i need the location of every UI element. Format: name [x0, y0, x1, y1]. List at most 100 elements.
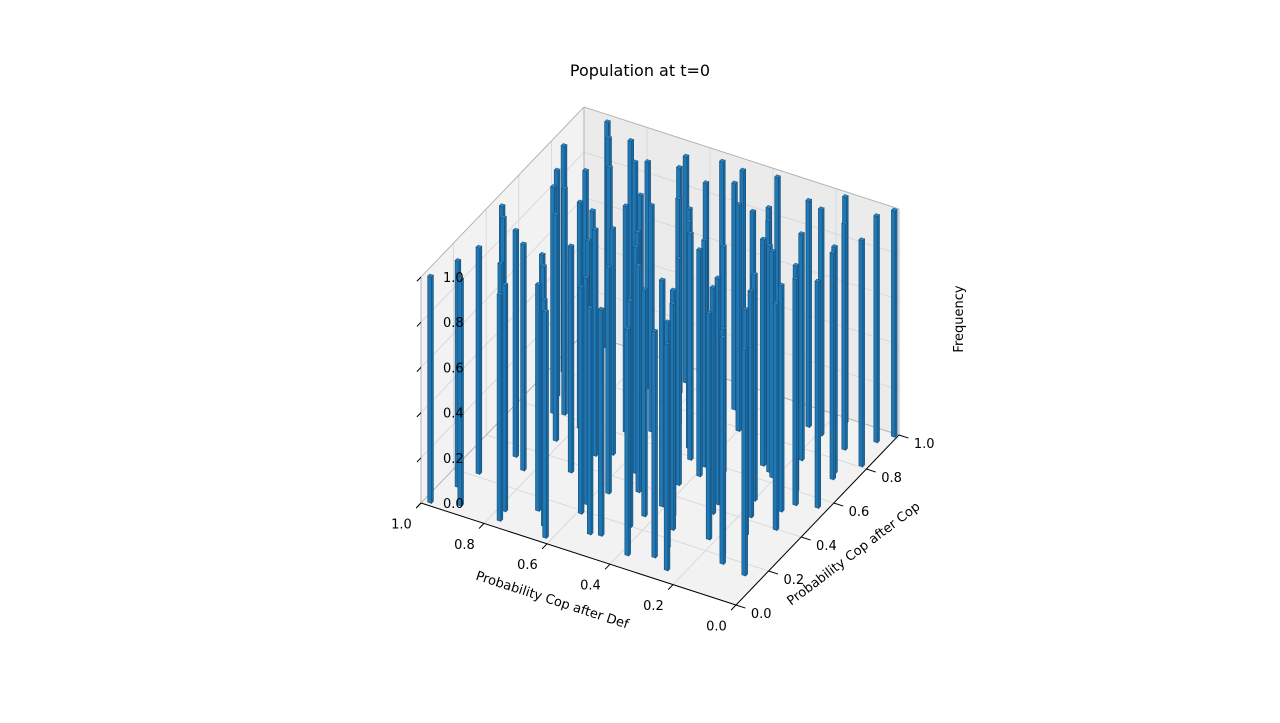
x-tick-1 [667, 584, 674, 591]
bar-face-top [577, 284, 585, 289]
bar-face-top [676, 164, 683, 169]
bar-face-top [739, 167, 747, 172]
bar-94 [719, 334, 727, 566]
y-tick-label-1: 0.2 [783, 573, 804, 588]
bar-27 [675, 256, 682, 487]
bar-face-front [805, 199, 810, 428]
bar-face-top [567, 243, 575, 248]
bar-face-top [675, 256, 682, 260]
bar-face-top [890, 207, 898, 212]
bar-face-top [635, 263, 643, 267]
bar-face-top [605, 135, 612, 140]
bar-face-front [760, 238, 765, 467]
bar-face-top [831, 244, 838, 248]
bar-face-front [772, 302, 778, 531]
y-tick-4 [866, 468, 877, 473]
bar-face-top [792, 262, 800, 267]
bar-face-front [496, 293, 502, 522]
x-tick-0 [730, 604, 737, 611]
bar-face-top [772, 300, 780, 305]
bar-17 [542, 308, 549, 540]
bar-face-top [475, 244, 483, 249]
bar-face-top [641, 287, 648, 292]
z-tick-2 [416, 412, 422, 418]
bar-face-front [535, 283, 540, 512]
y-tick-3 [833, 502, 844, 507]
bar-face-front [798, 233, 803, 462]
bar-face-top [538, 251, 546, 256]
bar-face-top [720, 243, 727, 248]
bar-95 [792, 276, 799, 507]
bar-face-top [648, 202, 655, 207]
bar-face-top [735, 202, 743, 206]
z-axis-label: Frequency [952, 285, 967, 352]
bar-face-top [622, 203, 630, 208]
bar-face-front [597, 308, 603, 537]
bar-face-top [497, 260, 505, 265]
bar-face-front [687, 232, 692, 461]
bar-face-front [873, 215, 878, 444]
bar-80 [591, 226, 599, 458]
bar-face-top [591, 226, 599, 231]
bar-face-front [696, 249, 701, 478]
y-tick-2 [801, 536, 811, 541]
bar-28 [735, 202, 743, 433]
y-tick-0 [735, 604, 746, 609]
y-tick-label-3: 0.6 [849, 505, 870, 520]
bar-face-front [520, 243, 525, 472]
bar-4 [512, 227, 520, 459]
bar-29 [624, 326, 632, 557]
z-tick-5 [416, 276, 422, 282]
bar-0 [427, 273, 434, 505]
bar-face-top [586, 305, 594, 310]
bar-64 [696, 247, 703, 478]
bar-face-front [586, 307, 592, 536]
bar-face-front [659, 279, 664, 508]
bar-56 [567, 243, 575, 474]
bar-face-top [498, 203, 506, 208]
bar-86 [687, 230, 694, 462]
x-tick-label-5: 1.0 [391, 517, 412, 532]
bar-47 [814, 278, 822, 510]
bar-85 [597, 306, 605, 538]
bar-face-top [669, 300, 677, 305]
bar-83 [605, 264, 612, 495]
z-tick-0 [416, 502, 422, 508]
x-tick-4 [478, 523, 485, 529]
bar-face-top [637, 192, 644, 197]
bar-face-top [765, 218, 772, 223]
bar-face-top [873, 213, 880, 218]
bar-face-top [759, 236, 767, 241]
y-tick-label-5: 1.0 [914, 437, 935, 452]
y-tick-label-4: 0.8 [881, 471, 902, 486]
bar-face-top [540, 263, 547, 268]
bar-13 [535, 281, 542, 513]
bar-3 [457, 276, 464, 508]
bar-face-top [714, 275, 722, 280]
bar-face-front [829, 252, 835, 481]
bar-face-front [719, 336, 725, 565]
bar-face-top [814, 278, 822, 283]
bar-39 [798, 231, 805, 462]
chart-title: Population at t=0 [569, 61, 711, 80]
z-tick-3 [416, 367, 422, 372]
bar-face-front [475, 246, 481, 475]
x-tick-label-1: 0.2 [643, 599, 664, 614]
bar-91 [663, 341, 671, 572]
bar-49 [890, 207, 898, 439]
bar-face-top [682, 153, 690, 158]
bar-89 [669, 300, 677, 532]
bar-53 [520, 241, 527, 472]
bar-face-front [651, 330, 656, 559]
bar-face-top [664, 319, 671, 324]
bar-face-top [427, 273, 434, 278]
bar-face-front [705, 312, 711, 541]
y-tick-5 [898, 434, 909, 439]
bar-face-top [561, 185, 568, 190]
bar-face-top [774, 174, 781, 179]
bar-2 [475, 244, 483, 476]
bar-face-front [741, 348, 746, 577]
bar-face-front [552, 213, 558, 442]
bar-face-top [663, 341, 671, 346]
